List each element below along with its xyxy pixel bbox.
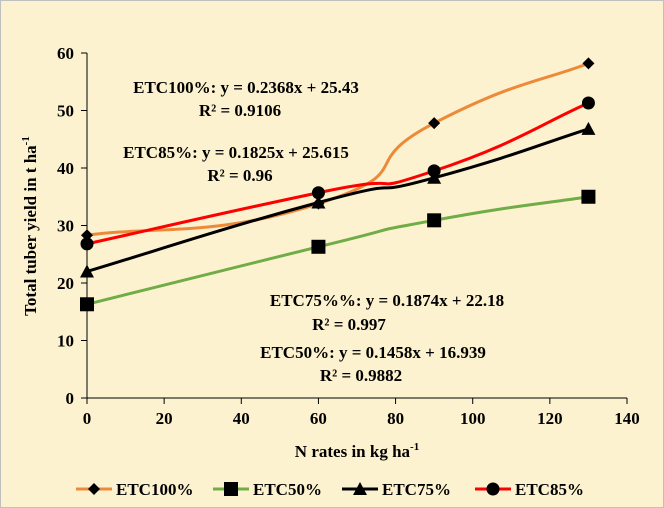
y-tick-label: 10 (57, 332, 74, 351)
y-tick-label: 30 (57, 217, 74, 236)
series-etc50 (80, 189, 596, 312)
equation-label: ETC100%: y = 0.2368x + 25.43 (133, 78, 359, 97)
series-line-etc75 (85, 127, 590, 273)
data-point-etc85 (427, 164, 441, 178)
data-point-etc100 (582, 57, 595, 70)
legend-item-etc50: ETC50% (213, 480, 322, 499)
x-axis-title-text: N rates in kg ha (295, 442, 411, 461)
series-line-etc50 (85, 195, 590, 306)
x-tick-label: 20 (156, 409, 173, 428)
axes: 0 20 40 60 80 100 120 140 0 10 20 30 40 50 60 N rates i… (20, 44, 640, 461)
legend-marker-etc85 (486, 482, 500, 496)
y-axis-title-text: Total tuber yield in t ha (21, 145, 40, 316)
data-point-etc50 (427, 213, 442, 228)
series-line-etc100 (85, 61, 590, 237)
x-axis-title: N rates in kg ha-1 (295, 441, 419, 461)
equation-label: ETC85%: y = 0.1825x + 25.615 (123, 143, 349, 162)
equation-label: R² = 0.9106 (199, 101, 281, 120)
x-tick-label: 0 (83, 409, 92, 428)
legend-label-etc100: ETC100% (116, 480, 193, 499)
data-point-etc75 (581, 121, 596, 135)
data-point-etc50 (311, 239, 326, 254)
data-point-etc50 (80, 297, 94, 312)
legend-item-etc75: ETC75% (342, 480, 451, 499)
legend-item-etc100: ETC100% (76, 480, 193, 499)
equation-label: ETC50%: y = 0.1458x + 16.939 (260, 343, 486, 362)
x-tick-label: 140 (614, 409, 640, 428)
legend-marker-etc75 (353, 482, 367, 495)
y-tick-label: 20 (57, 274, 74, 293)
series-layer (80, 57, 596, 312)
legend-marker-etc50 (224, 482, 238, 496)
series-etc85 (80, 96, 595, 251)
legend-item-etc85: ETC85% (475, 480, 584, 499)
x-tick-label: 80 (387, 409, 404, 428)
y-tick-label: 50 (57, 102, 74, 121)
legend-marker-etc100 (88, 483, 100, 495)
x-tick-label: 60 (310, 409, 327, 428)
equation-label: R² = 0.997 (312, 315, 386, 334)
legend-label-etc50: ETC50% (253, 480, 322, 499)
y-axis-title-superscript: -1 (20, 136, 32, 145)
equation-label: R² = 0.9882 (320, 366, 402, 385)
data-point-etc75 (80, 264, 94, 278)
equation-label: ETC75%%: y = 0.1874x + 22.18 (270, 291, 504, 310)
equation-label: R² = 0.96 (207, 166, 272, 185)
data-point-etc85 (581, 96, 595, 110)
annotations: ETC100%: y = 0.2368x + 25.43 R² = 0.9106 E… (123, 78, 504, 385)
series-line-etc85 (85, 101, 590, 246)
x-tick-label: 120 (537, 409, 563, 428)
x-tick-label: 100 (460, 409, 486, 428)
data-point-etc100 (428, 117, 441, 130)
legend-label-etc75: ETC75% (382, 480, 451, 499)
data-point-etc75 (311, 195, 326, 209)
data-point-etc85 (311, 186, 325, 200)
data-point-etc50 (581, 189, 596, 204)
data-point-etc85 (80, 237, 94, 251)
series-etc100 (81, 57, 595, 242)
legend-label-etc85: ETC85% (515, 480, 584, 499)
series-etc75 (80, 121, 596, 278)
legend: ETC100% ETC50% ETC75% ETC85% (76, 480, 584, 499)
y-axis-title: Total tuber yield in t ha-1 (20, 136, 40, 316)
x-axis-title-superscript: -1 (410, 441, 419, 453)
y-tick-label: 0 (66, 389, 75, 408)
y-tick-label: 40 (57, 159, 74, 178)
y-tick-label: 60 (57, 44, 74, 63)
x-tick-label: 40 (233, 409, 250, 428)
